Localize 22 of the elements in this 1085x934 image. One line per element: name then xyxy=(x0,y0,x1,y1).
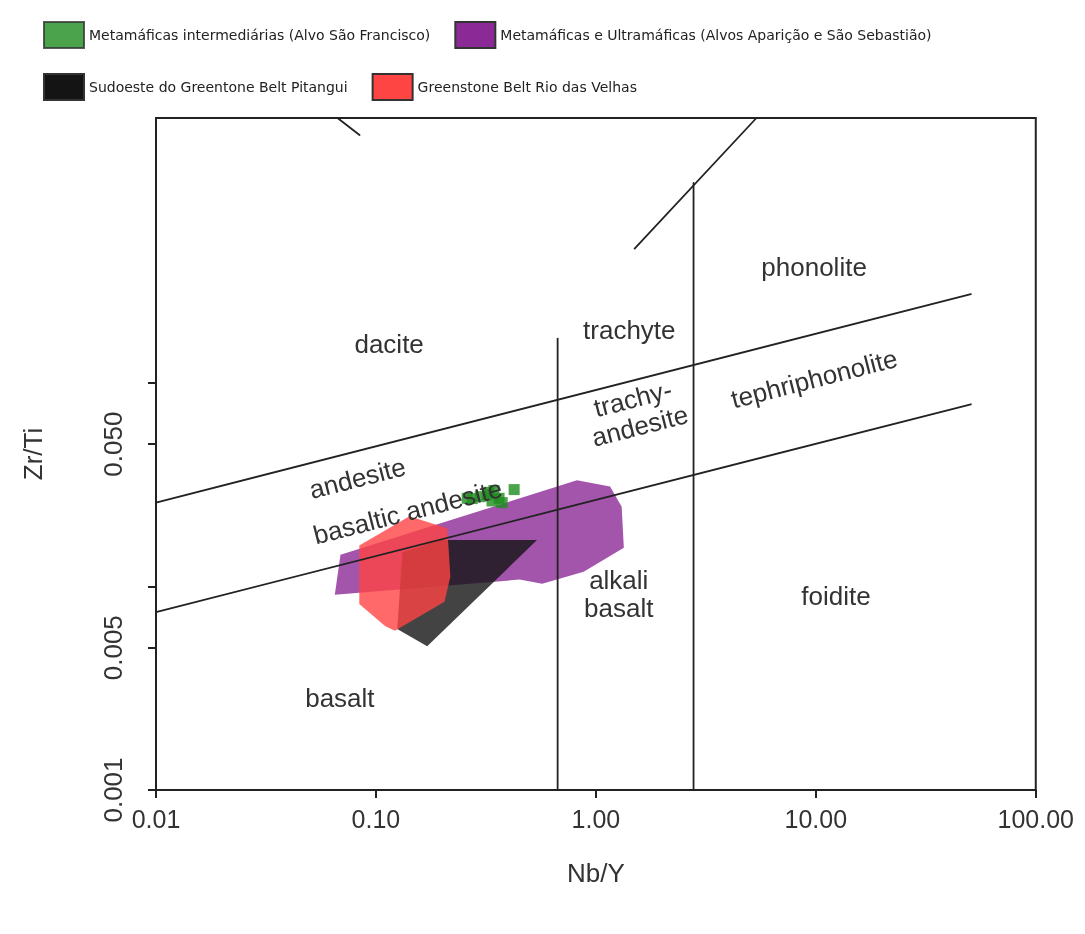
annotation: trachyte xyxy=(583,314,676,345)
annotation: andesite xyxy=(306,451,409,505)
annotation: trachy- andesite xyxy=(588,374,692,453)
x-tick-label: 10.00 xyxy=(784,804,848,833)
legend-label: Sudoeste do Greentone Belt Pitangui xyxy=(89,79,348,95)
y-axis-title: Zr/Ti xyxy=(18,427,48,481)
y-tick-label: 0.001 xyxy=(98,757,128,823)
annotation: dacite xyxy=(354,328,424,359)
annotation: basalt xyxy=(305,682,376,713)
y-tick-label: 0.050 xyxy=(98,411,128,477)
legend-label: Greenstone Belt Rio das Velhas xyxy=(417,79,637,95)
x-tick-label: 100.00 xyxy=(997,804,1074,833)
legend-label: Metamáficas intermediárias (Alvo São Francisco) xyxy=(89,27,431,43)
legend-label: Metamáficas e Ultramáficas (Alvos Aparição e São Sebastião) xyxy=(500,27,932,43)
y-tick-label: 0.005 xyxy=(98,615,128,681)
annotation: foidite xyxy=(801,580,871,611)
x-tick-label: 1.00 xyxy=(571,804,621,833)
annotation: phonolite xyxy=(761,252,867,283)
x-tick-label: 0.01 xyxy=(131,804,181,833)
annotation: alkali basalt xyxy=(584,564,655,623)
x-axis-title: Nb/Y xyxy=(566,858,625,888)
x-tick-label: 0.10 xyxy=(351,804,401,833)
